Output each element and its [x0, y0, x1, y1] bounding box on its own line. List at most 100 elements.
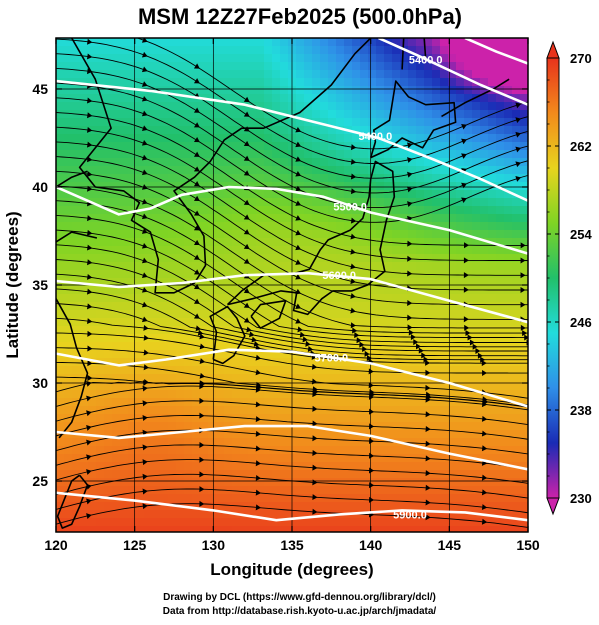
- field-cell: [440, 502, 449, 511]
- field-cell: [160, 438, 169, 447]
- field-cell: [376, 198, 385, 207]
- field-cell: [440, 310, 449, 319]
- field-cell: [312, 326, 321, 335]
- streamline-arrow: [425, 440, 431, 447]
- field-cell: [464, 398, 473, 407]
- field-cell: [240, 302, 249, 311]
- field-cell: [176, 102, 185, 111]
- field-cell: [472, 254, 481, 263]
- field-cell: [136, 214, 145, 223]
- field-cell: [448, 78, 457, 87]
- field-cell: [448, 326, 457, 335]
- field-cell: [440, 38, 449, 47]
- field-cell: [240, 86, 249, 95]
- field-cell: [344, 358, 353, 367]
- field-cell: [112, 198, 121, 207]
- field-cell: [184, 158, 193, 167]
- field-cell: [472, 446, 481, 455]
- field-cell: [336, 94, 345, 103]
- field-cell: [144, 454, 153, 463]
- field-cell: [184, 358, 193, 367]
- field-cell: [272, 54, 281, 63]
- coastline: [369, 80, 457, 159]
- field-cell: [464, 206, 473, 215]
- field-cell: [392, 70, 401, 79]
- field-cell: [360, 134, 369, 143]
- field-cell: [112, 374, 121, 383]
- field-cell: [376, 142, 385, 151]
- field-cell: [240, 102, 249, 111]
- field-cell: [264, 62, 273, 71]
- field-cell: [56, 398, 65, 407]
- field-cell: [184, 142, 193, 151]
- field-cell: [304, 198, 313, 207]
- field-cell: [64, 454, 73, 463]
- field-cell: [104, 230, 113, 239]
- field-cell: [440, 486, 449, 495]
- field-cell: [272, 286, 281, 295]
- field-cell: [504, 502, 513, 511]
- field-cell: [312, 374, 321, 383]
- field-cell: [96, 278, 105, 287]
- field-cell: [504, 334, 513, 343]
- streamline-arrow: [193, 313, 200, 319]
- field-cell: [424, 278, 433, 287]
- field-cell: [64, 310, 73, 319]
- field-cell: [264, 230, 273, 239]
- field-cell: [352, 198, 361, 207]
- field-cell: [232, 390, 241, 399]
- field-cell: [368, 446, 377, 455]
- field-cell: [472, 278, 481, 287]
- field-cell: [432, 86, 441, 95]
- field-cell: [280, 374, 289, 383]
- field-cell: [512, 318, 521, 327]
- field-cell: [160, 262, 169, 271]
- streamline: [56, 288, 528, 357]
- field-cell: [176, 334, 185, 343]
- streamline-arrow: [199, 343, 206, 350]
- field-cell: [144, 222, 153, 231]
- streamline-arrow: [141, 51, 148, 58]
- field-cell: [280, 390, 289, 399]
- field-cell: [232, 502, 241, 511]
- field-cell: [408, 206, 417, 215]
- field-cell: [136, 430, 145, 439]
- field-cell: [448, 238, 457, 247]
- field-cell: [104, 510, 113, 519]
- chart-title: MSM 12Z27Feb2025 (500.0hPa): [138, 4, 462, 29]
- field-cell: [488, 174, 497, 183]
- field-cell: [384, 78, 393, 87]
- field-cell: [384, 246, 393, 255]
- field-cell: [440, 494, 449, 503]
- field-cell: [192, 206, 201, 215]
- field-cell: [392, 246, 401, 255]
- field-cell: [272, 470, 281, 479]
- field-cell: [136, 318, 145, 327]
- streamline: [56, 214, 528, 334]
- field-cell: [176, 510, 185, 519]
- field-cell: [416, 438, 425, 447]
- field-cell: [192, 230, 201, 239]
- field-cell: [80, 62, 89, 71]
- field-cell: [520, 206, 528, 215]
- field-cell: [496, 158, 505, 167]
- field-cell: [200, 414, 209, 423]
- field-cell: [416, 526, 425, 532]
- field-cell: [320, 318, 329, 327]
- field-cell: [112, 110, 121, 119]
- field-cell: [248, 350, 257, 359]
- field-cell: [448, 94, 457, 103]
- field-cell: [208, 518, 217, 527]
- field-cell: [304, 174, 313, 183]
- field-cell: [280, 454, 289, 463]
- field-cell: [72, 462, 81, 471]
- field-cell: [344, 294, 353, 303]
- field-cell: [256, 182, 265, 191]
- streamline-arrow: [352, 327, 358, 334]
- field-cell: [72, 246, 81, 255]
- field-cell: [304, 166, 313, 175]
- contour-line: [377, 38, 528, 106]
- field-cell: [208, 454, 217, 463]
- field-cell: [416, 70, 425, 79]
- streamline-arrow: [86, 454, 92, 461]
